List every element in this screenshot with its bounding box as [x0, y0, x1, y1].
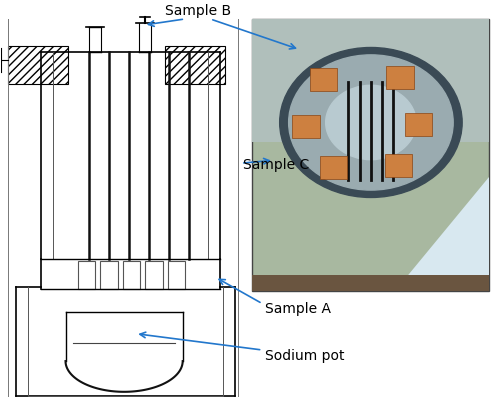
Text: Sodium pot: Sodium pot [265, 348, 344, 362]
Bar [404, 114, 432, 136]
Bar [384, 155, 412, 177]
Bar [252, 20, 490, 292]
Bar [78, 261, 96, 290]
Text: Sample B: Sample B [164, 4, 230, 18]
Bar [168, 261, 185, 290]
Bar [8, 46, 68, 85]
Circle shape [326, 86, 416, 160]
Circle shape [288, 56, 453, 191]
Bar [146, 261, 162, 290]
Bar [123, 261, 140, 290]
Bar [320, 157, 347, 179]
Text: Sample C: Sample C [242, 158, 309, 172]
Text: Sample A: Sample A [265, 301, 331, 315]
Bar [252, 20, 490, 142]
Circle shape [280, 48, 462, 198]
Bar [100, 261, 118, 290]
Bar [386, 67, 413, 90]
Bar [252, 275, 490, 292]
Bar [292, 116, 320, 138]
Bar [165, 46, 225, 85]
Polygon shape [394, 178, 490, 292]
Bar [310, 69, 338, 92]
